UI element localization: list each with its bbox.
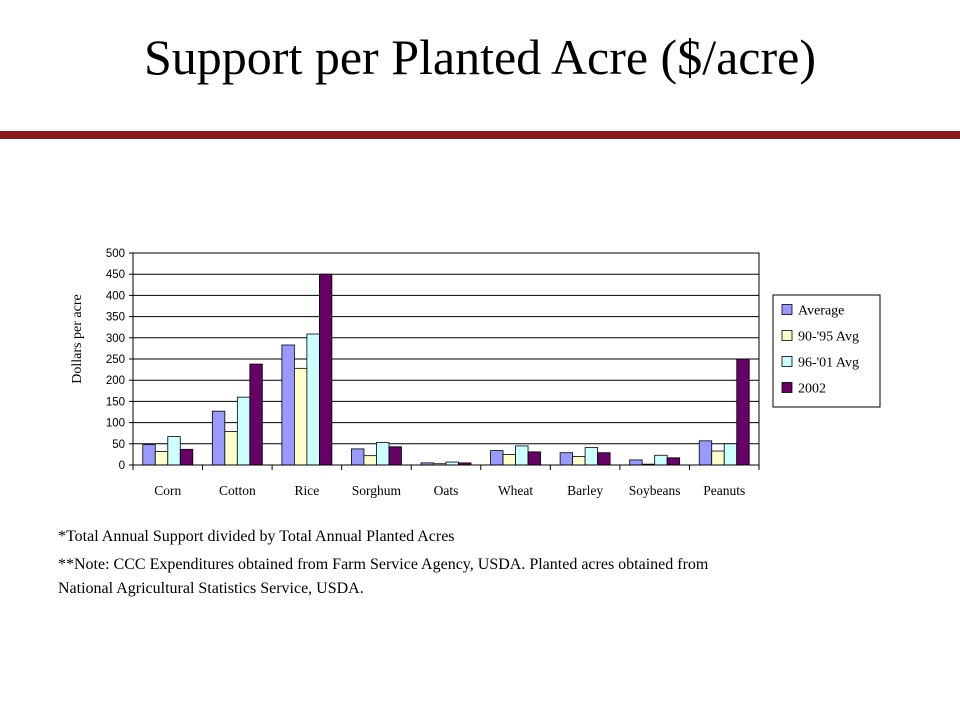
- y-tick-label: 0: [119, 460, 125, 472]
- x-tick-labels: Corn Cotton Rice Sorghum Oats Wheat Barley Soyb…: [154, 483, 745, 498]
- bar: [711, 450, 725, 466]
- bar: [527, 451, 541, 466]
- bar: [211, 410, 226, 466]
- note-total-support: *Total Annual Support divided by Total A…: [58, 528, 455, 545]
- bar: [723, 443, 738, 466]
- axes: [129, 252, 760, 470]
- bar: [736, 358, 750, 466]
- bar: [629, 459, 643, 466]
- y-tick-label: 450: [106, 269, 125, 281]
- bar: [167, 436, 181, 466]
- bars: [142, 273, 750, 466]
- x-tick-label: Barley: [567, 483, 603, 498]
- bar: [584, 447, 599, 466]
- bar: [306, 333, 320, 466]
- legend-swatch: [781, 330, 793, 341]
- bar: [515, 445, 529, 466]
- bar: [597, 452, 611, 466]
- y-tick-labels: 0 50 100 150 200 250 300 350 400 450 500: [106, 248, 125, 472]
- bar: [698, 440, 713, 466]
- y-tick-label: 150: [106, 396, 125, 408]
- bar: [559, 452, 574, 466]
- note-sources-line-2: National Agricultural Statistics Service…: [58, 580, 364, 597]
- bar: [572, 456, 586, 466]
- bar: [502, 453, 516, 466]
- y-tick-label: 300: [106, 333, 125, 345]
- legend-label: 96-'01 Avg: [798, 356, 859, 371]
- y-tick-label: 400: [106, 290, 125, 302]
- legend: Average 90-'95 Avg 96-'01 Avg 2002: [772, 294, 881, 408]
- bar: [376, 442, 390, 466]
- bar: [490, 450, 504, 466]
- x-tick-label: Peanuts: [703, 483, 745, 498]
- bar: [236, 396, 251, 466]
- x-tick-label: Sorghum: [352, 483, 402, 498]
- y-tick-label: 100: [106, 418, 125, 430]
- bar: [179, 448, 194, 466]
- bar: [142, 444, 156, 466]
- legend-label: 2002: [798, 382, 826, 397]
- bar: [281, 344, 295, 466]
- y-tick-label: 50: [112, 439, 125, 451]
- legend-label: 90-'95 Avg: [798, 330, 859, 345]
- x-tick-label: Corn: [154, 483, 181, 498]
- legend-swatch: [781, 382, 793, 393]
- x-tick-label: Wheat: [498, 483, 533, 498]
- x-tick-label: Cotton: [219, 483, 256, 498]
- y-tick-label: 250: [106, 354, 125, 366]
- y-tick-label: 500: [106, 248, 125, 260]
- legend-swatch: [781, 356, 793, 367]
- bar: [249, 363, 263, 466]
- legend-label: Average: [798, 304, 844, 319]
- bar: [154, 451, 169, 466]
- x-tick-label: Soybeans: [629, 483, 681, 498]
- bar: [224, 431, 238, 466]
- bar: [666, 457, 681, 466]
- bar: [363, 455, 377, 466]
- x-tick-label: Rice: [295, 483, 320, 498]
- bar: [388, 446, 402, 466]
- y-tick-label: 200: [106, 375, 125, 387]
- bar: [351, 448, 365, 466]
- bar: [318, 273, 333, 466]
- legend-swatch: [781, 304, 793, 315]
- x-tick-label: Oats: [434, 483, 459, 498]
- note-sources-line-1: **Note: CCC Expenditures obtained from F…: [58, 556, 709, 573]
- y-axis-label: Dollars per acre: [70, 294, 85, 383]
- slide-title: Support per Planted Acre ($/acre): [144, 29, 816, 85]
- y-tick-label: 350: [106, 312, 125, 324]
- bar: [654, 454, 668, 466]
- title-rule: [0, 131, 960, 139]
- bar: [293, 367, 308, 466]
